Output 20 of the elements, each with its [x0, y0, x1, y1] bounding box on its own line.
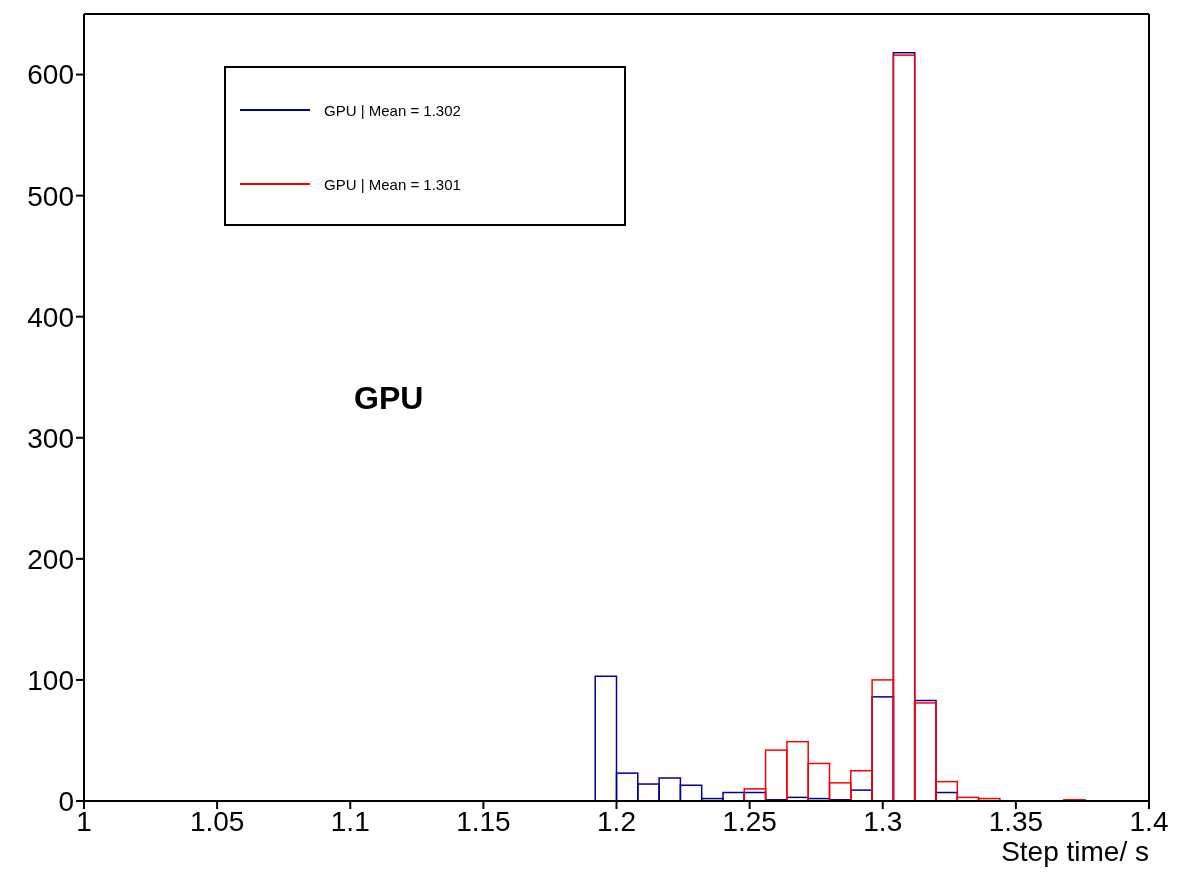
annotation: GPU: [354, 380, 424, 417]
y-tick-label: 600: [27, 59, 74, 91]
y-tick-label: 200: [27, 543, 74, 575]
x-tick-label: 1.1: [330, 805, 370, 837]
x-tick-label: 1.4: [1129, 805, 1169, 837]
x-tick-label: 1.2: [597, 805, 636, 837]
x-tick-label: 1.15: [456, 805, 511, 837]
x-axis-title: Step time/ s: [1001, 836, 1149, 867]
x-tick-label: 1.35: [988, 805, 1044, 837]
x-tick-label: 1: [76, 805, 92, 837]
x-tick-label: 1.05: [189, 805, 245, 837]
x-tick-label: 1.25: [722, 805, 777, 837]
legend-label: GPU | Mean = 1.301: [324, 175, 461, 193]
y-tick-label: 100: [27, 664, 74, 696]
y-tick-label: 500: [27, 180, 74, 212]
x-tick-label: 1.3: [863, 805, 903, 837]
y-tick-label: 0: [58, 785, 74, 817]
y-tick-label: 300: [27, 422, 74, 454]
y-tick-label: 400: [27, 301, 74, 333]
legend-label: GPU | Mean = 1.302: [324, 101, 461, 119]
